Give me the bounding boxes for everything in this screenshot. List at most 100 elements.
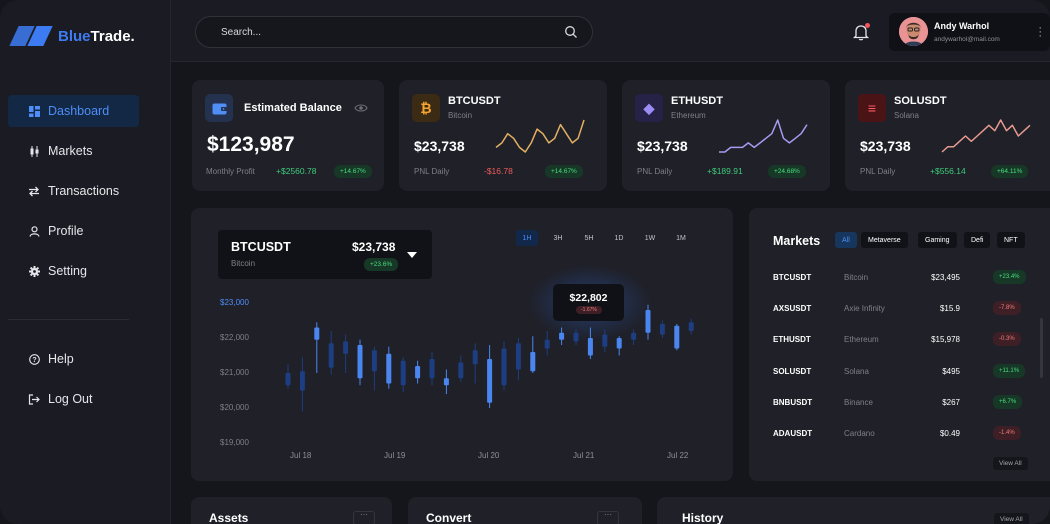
candle[interactable] <box>357 339 363 386</box>
candle[interactable] <box>386 346 392 389</box>
market-pair: ADAUSDT <box>773 429 813 438</box>
sidebar-item-help[interactable]: ? Help <box>8 343 139 375</box>
x-tick-label: Jul 21 <box>573 451 595 460</box>
candle[interactable] <box>688 318 694 335</box>
table-row[interactable]: AXSUSDT Axie Infinity $15.9 -7.8% <box>773 300 1050 320</box>
markets-view-all-button[interactable]: View All <box>993 457 1028 470</box>
ticker-card-solusdt[interactable]: ≡ SOLUSDT Solana $23,738 PNL Daily +$556… <box>845 80 1050 191</box>
candle[interactable] <box>314 322 320 373</box>
timeframe-1h[interactable]: 1H <box>516 230 538 246</box>
market-price: $267 <box>942 397 960 407</box>
candle-body <box>515 343 521 370</box>
sidebar-item-logout[interactable]: Log Out <box>8 383 139 415</box>
more-vertical-icon[interactable]: · · · <box>1038 22 1042 42</box>
history-title: History <box>682 511 724 524</box>
candle[interactable] <box>285 364 291 389</box>
candle[interactable] <box>415 360 421 384</box>
wallet-icon <box>205 94 233 122</box>
sidebar-item-label: Log Out <box>48 392 93 406</box>
sidebar-item-label: Profile <box>48 224 84 238</box>
notification-bell-icon[interactable] <box>851 22 871 42</box>
table-row[interactable]: ETHUSDT Ethereum $15,978 -0.3% <box>773 331 1050 351</box>
candle-body <box>443 378 449 386</box>
candle[interactable] <box>400 357 406 393</box>
market-name: Solana <box>844 366 869 376</box>
markets-tab-all[interactable]: All <box>835 232 857 248</box>
search-input[interactable]: Search... <box>195 16 593 48</box>
candle[interactable] <box>299 357 305 412</box>
sparkline <box>941 119 1031 153</box>
caret-down-icon[interactable] <box>407 252 417 258</box>
sidebar-bottom-nav: ? Help Log Out <box>8 343 139 423</box>
candle[interactable] <box>429 352 435 386</box>
candle-body <box>688 322 694 331</box>
candle[interactable] <box>674 324 680 351</box>
candle[interactable] <box>472 343 478 384</box>
candle[interactable] <box>544 331 550 356</box>
assets-more-button[interactable]: ··· <box>353 511 375 524</box>
search-icon[interactable] <box>564 25 578 39</box>
coin-icon: ≡ <box>858 94 886 122</box>
ticker-card-ethusdt[interactable]: ◆ ETHUSDT Ethereum $23,738 PNL Daily +$1… <box>622 80 830 191</box>
market-change-badge: +6.7% <box>993 394 1023 409</box>
history-view-all-button[interactable]: View All <box>994 513 1029 524</box>
sidebar-item-transactions[interactable]: Transactions <box>8 175 139 207</box>
markets-tab-defi[interactable]: Defi <box>964 232 991 248</box>
tooltip-change: -1.67% <box>576 306 602 314</box>
sidebar-item-markets[interactable]: Markets <box>8 135 139 167</box>
timeframe-1m[interactable]: 1M <box>676 234 686 242</box>
candle[interactable] <box>616 336 622 356</box>
candle[interactable] <box>573 329 579 345</box>
table-row[interactable]: BNBUSDT Binance $267 +6.7% <box>773 394 1050 414</box>
timeframe-1w[interactable]: 1W <box>644 234 656 242</box>
candle[interactable] <box>515 338 521 380</box>
timeframe-3h[interactable]: 3H <box>553 234 563 242</box>
candle[interactable] <box>559 327 565 346</box>
scrollbar[interactable] <box>1040 318 1043 378</box>
candle-body <box>501 348 507 386</box>
logo[interactable]: BlueTrade. <box>9 26 135 46</box>
sidebar-divider <box>8 319 129 320</box>
market-name: Ethereum <box>844 335 879 345</box>
candle[interactable] <box>631 329 637 345</box>
market-name: Bitcoin <box>844 273 869 282</box>
ticker-card-btcusdt[interactable]: ₿ BTCUSDT Bitcoin $23,738 PNL Daily -$16… <box>399 80 607 191</box>
candle[interactable] <box>371 346 377 391</box>
timeframe-1d[interactable]: 1D <box>614 234 624 242</box>
candle[interactable] <box>530 336 536 373</box>
candle[interactable] <box>487 345 493 408</box>
market-price: $15,978 <box>931 335 960 345</box>
sidebar-item-setting[interactable]: Setting <box>8 255 139 287</box>
balance-amount: $123,987 <box>207 133 295 156</box>
eye-icon[interactable] <box>354 103 368 113</box>
table-row[interactable]: BTCUSDT Bitcoin $23,495 +23.4% <box>773 269 1050 289</box>
pair-selector[interactable]: BTCUSDT Bitcoin $23,738 +23.6% <box>218 230 432 279</box>
candle[interactable] <box>458 355 464 382</box>
table-row[interactable]: SOLUSDT Solana $495 +11.1% <box>773 363 1050 383</box>
markets-tab-metaverse[interactable]: Metaverse <box>861 232 908 248</box>
candle-body <box>616 338 622 349</box>
user-profile-chip[interactable]: Andy Warhol andywarhol@mail.com · · · <box>889 13 1050 51</box>
candle[interactable] <box>443 369 449 395</box>
market-pair: BNBUSDT <box>773 397 813 407</box>
candle[interactable] <box>602 329 608 352</box>
markets-tab-gaming[interactable]: Gaming <box>918 232 957 248</box>
sidebar-item-profile[interactable]: Profile <box>8 215 139 247</box>
table-row[interactable]: ADAUSDT Cardano $0.49 -1.4% <box>773 425 1050 445</box>
candle-body <box>573 332 579 342</box>
convert-more-button[interactable]: ··· <box>597 511 619 524</box>
candle[interactable] <box>343 334 349 374</box>
market-price: $15.9 <box>939 304 960 314</box>
markets-tab-nft[interactable]: NFT <box>997 232 1025 248</box>
timeframe-5h[interactable]: 5H <box>584 234 594 242</box>
candle[interactable] <box>501 341 507 391</box>
candle[interactable] <box>328 331 334 375</box>
sidebar-item-dashboard[interactable]: Dashboard <box>8 95 139 127</box>
candle[interactable] <box>659 320 665 339</box>
price-tooltip: $22,802 -1.67% <box>553 284 624 321</box>
ticker-symbol: SOLUSDT <box>894 95 947 107</box>
notification-dot <box>865 23 870 28</box>
ticker-symbol: BTCUSDT <box>448 95 501 107</box>
candle[interactable] <box>645 304 651 340</box>
candle[interactable] <box>587 327 593 360</box>
